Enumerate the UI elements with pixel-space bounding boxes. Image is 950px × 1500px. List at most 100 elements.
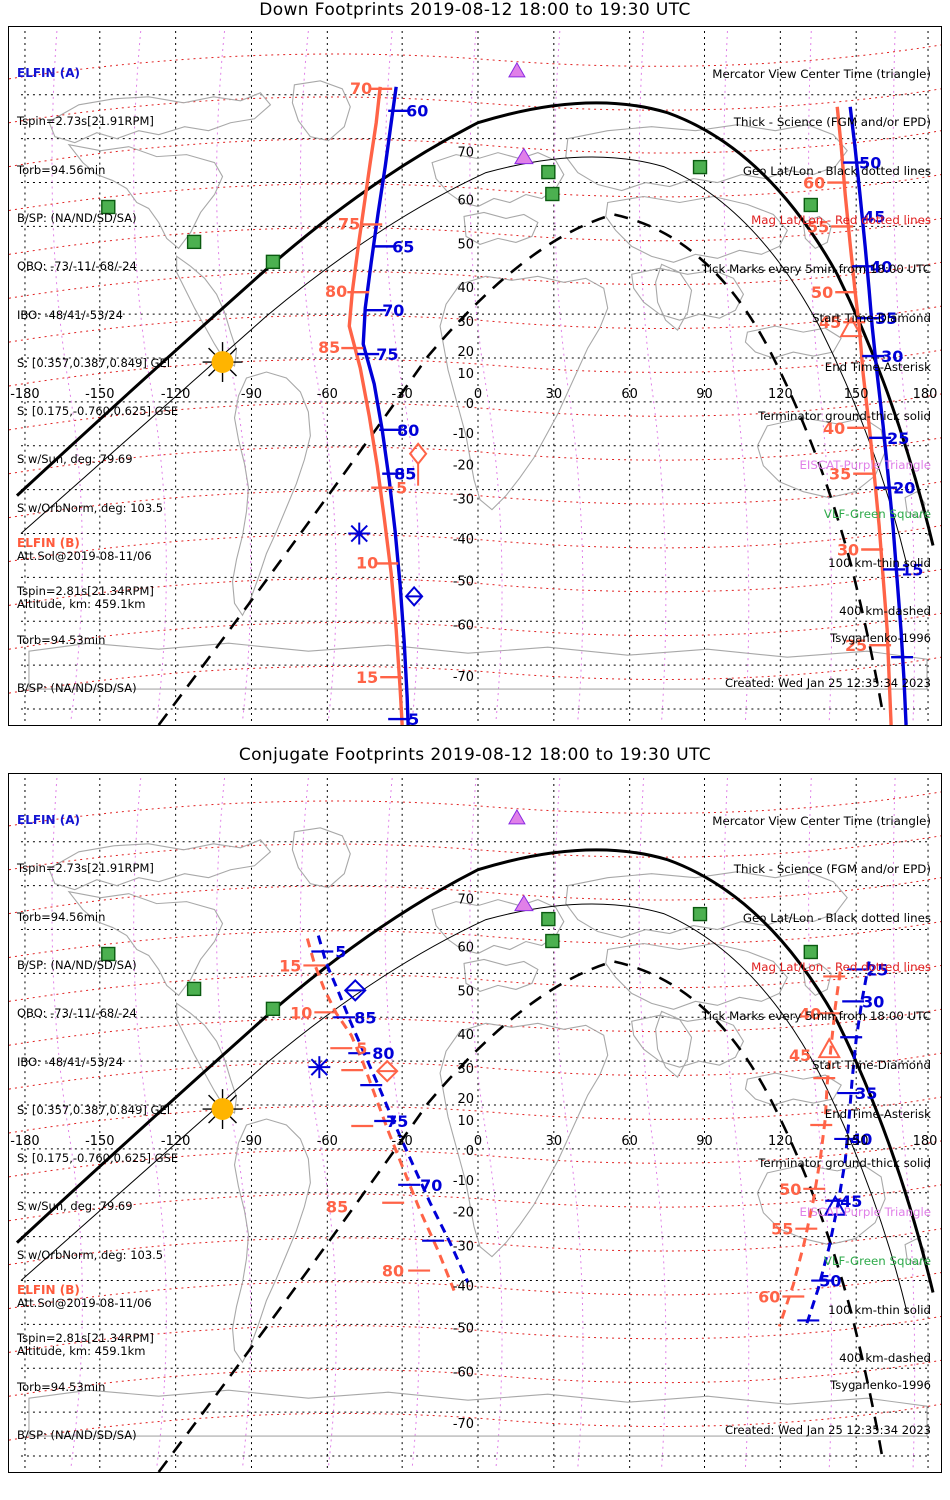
svg-text:60: 60: [803, 174, 825, 193]
svg-text:-40: -40: [453, 533, 474, 548]
legend-block-2: Mercator View Center Time (triangle) Thi…: [702, 780, 931, 1399]
svg-text:70: 70: [382, 301, 404, 320]
legend-line-5: Start Time-Diamond: [812, 311, 931, 326]
panel-conjugate-footprints: Conjugate Footprints 2019-08-12 18:00 to…: [0, 745, 950, 1500]
eiscat-triangle-marker: [508, 61, 534, 165]
info-block-elfin-b: ELFIN (B) Tspin=2.81s[21.34RPM] Torb=94.…: [17, 503, 182, 725]
svg-text:50: 50: [819, 1272, 841, 1291]
elfin-a2-line-3: OBO: -73/-11/-68/-24: [17, 1006, 137, 1021]
marker-eiscat-triangle-east: [839, 316, 863, 338]
svg-text:60: 60: [621, 1134, 637, 1149]
svg-text:25: 25: [866, 960, 888, 979]
svg-text:60: 60: [406, 102, 428, 121]
legend-line-2: Geo Lat/Lon - Black dotted lines: [742, 164, 931, 179]
track-labels-conj-nw: 15 10 5 85 80 5 85 80 75 70: [279, 942, 442, 1280]
track-labels-west: 70 75 80 85 5 10 15 60 65 70 75 80 85 5: [318, 79, 428, 725]
svg-text:0: 0: [474, 1134, 482, 1149]
svg-text:30: 30: [881, 347, 903, 366]
svg-text:-70: -70: [453, 670, 474, 685]
elfin-a2-line-6: S: [0.175,-0.760,0.625] GSE: [17, 1151, 179, 1166]
terminator-400km: [157, 213, 885, 725]
terminator-100km: [20, 156, 908, 566]
svg-text:-60: -60: [453, 618, 474, 633]
svg-text:-30: -30: [453, 1240, 474, 1255]
svg-text:-120: -120: [161, 387, 190, 402]
elfin-b-line-0: Tspin=2.81s[21.34RPM]: [17, 584, 154, 599]
svg-text:15: 15: [279, 956, 301, 975]
svg-text:30: 30: [837, 540, 859, 559]
legend-line-0: Mercator View Center Time (triangle): [712, 66, 931, 81]
map-canvas-conjugate: 15 10 5 85 80 5 85 80 75 70: [9, 774, 941, 1472]
svg-text:120: 120: [768, 1134, 793, 1149]
legend-block: Mercator View Center Time (triangle) Thi…: [702, 33, 931, 652]
elfin-b-title: ELFIN (B): [17, 536, 80, 551]
svg-text:0: 0: [466, 1144, 474, 1159]
svg-text:50: 50: [458, 237, 474, 252]
map-down: 70 75 80 85 5 10 15 60 65 70 75 80 85 5: [8, 26, 942, 726]
svg-text:75: 75: [376, 345, 398, 364]
svg-text:40: 40: [823, 419, 845, 438]
legend2-line-5: Start Time-Diamond: [812, 1058, 931, 1073]
elfin-b-line-2: B/SP: (NA/ND/SD/SA): [17, 681, 137, 696]
elfin-b2-line-1: Torb=94.53min: [17, 1379, 106, 1394]
map-conjugate: 15 10 5 85 80 5 85 80 75 70: [8, 773, 942, 1473]
svg-text:180: 180: [913, 387, 938, 402]
marker-start-diamond-conj-nw-b: [375, 1059, 399, 1083]
model-name: Tsyganenko-1996: [830, 631, 931, 645]
svg-text:40: 40: [458, 1028, 474, 1043]
page-title-conjugate: Conjugate Footprints 2019-08-12 18:00 to…: [238, 745, 712, 765]
svg-text:0: 0: [466, 397, 474, 412]
svg-text:90: 90: [696, 387, 712, 402]
y-axis-tick-labels-2: 70 60 50 40 30 20 10 0 -10 -20 -30 -40 -…: [453, 893, 474, 1432]
svg-text:10: 10: [290, 1003, 312, 1022]
info-block-elfin-a-2: ELFIN (A) Tspin=2.73s[21.91RPM] Torb=94.…: [17, 780, 178, 1392]
svg-text:150: 150: [844, 1134, 869, 1149]
track-labels-conj-se: 40 45 50 55 60 25 30 35 40 45 50: [758, 960, 888, 1306]
legend2-line-6: End Time-Asterisk: [824, 1106, 931, 1121]
elfin-a2-line-1: Torb=94.56min: [17, 909, 106, 924]
y-axis-tick-labels: 70 60 50 40 30 20 10 0 -10 -20 -30 -40 -…: [453, 146, 474, 685]
svg-text:25: 25: [845, 636, 867, 655]
svg-text:60: 60: [458, 193, 474, 208]
svg-text:55: 55: [807, 217, 829, 236]
svg-text:-10: -10: [453, 427, 474, 442]
ticks-b-conj-nw: [311, 950, 445, 1242]
elfin-a-line-4: IBO: -48/41/-53/24: [17, 307, 123, 322]
svg-text:15: 15: [356, 668, 378, 687]
info-block-elfin-a: ELFIN (A) Tspin=2.73s[21.91RPM] Torb=94.…: [17, 33, 178, 645]
legend-line-11: 400 km-dashed: [839, 604, 931, 619]
elfin-a-line-1: Torb=94.56min: [17, 162, 106, 177]
svg-text:40: 40: [870, 257, 892, 276]
elfin-a-line-2: B/SP: (NA/ND/SD/SA): [17, 211, 137, 226]
elfin-b2-line-0: Tspin=2.81s[21.34RPM]: [17, 1331, 154, 1346]
svg-text:180: 180: [913, 1134, 938, 1149]
model-name-2: Tsyganenko-1996: [830, 1378, 931, 1392]
marker-start-diamond-conj-nw: [343, 978, 367, 1002]
track-elfin-a-conj-nw: [305, 938, 456, 1292]
svg-text:-90: -90: [241, 387, 262, 402]
vlf-square-marker-2: [101, 906, 818, 1017]
svg-text:-180: -180: [10, 387, 39, 402]
marker-triangle-conj-se: [817, 1037, 847, 1216]
svg-text:50: 50: [779, 1180, 801, 1199]
svg-text:70: 70: [420, 1176, 442, 1195]
legend-line-10: 100 km-thin solid: [828, 555, 931, 570]
svg-text:35: 35: [855, 1084, 877, 1103]
marker-start-diamond-west: [408, 442, 428, 486]
svg-text:-30: -30: [392, 387, 413, 402]
ticks-a-down-west: [341, 87, 403, 679]
elfin-a-line-0: Tspin=2.73s[21.91RPM]: [17, 114, 154, 129]
track-labels-east: 60 55 50 45 40 35 30 25 50 45 40 35 30 2…: [803, 154, 923, 656]
map-canvas-down: 70 75 80 85 5 10 15 60 65 70 75 80 85 5: [9, 27, 941, 725]
x-axis-tick-labels: -180 -150 -120 -90 -60 -30 0 30 60 90 12…: [10, 387, 937, 402]
svg-text:55: 55: [771, 1220, 793, 1239]
svg-text:75: 75: [386, 1112, 408, 1131]
svg-text:150: 150: [844, 387, 869, 402]
ticks-a-conj-nw: [303, 964, 431, 1272]
svg-text:65: 65: [392, 237, 414, 256]
svg-text:40: 40: [799, 1004, 821, 1023]
created-timestamp-2: Created: Wed Jan 25 12:35:34 2023: [724, 1423, 931, 1437]
elfin-a-line-6: S: [0.175,-0.760,0.625] GSE: [17, 404, 179, 419]
sun-icon: [202, 342, 243, 382]
svg-text:50: 50: [811, 283, 833, 302]
